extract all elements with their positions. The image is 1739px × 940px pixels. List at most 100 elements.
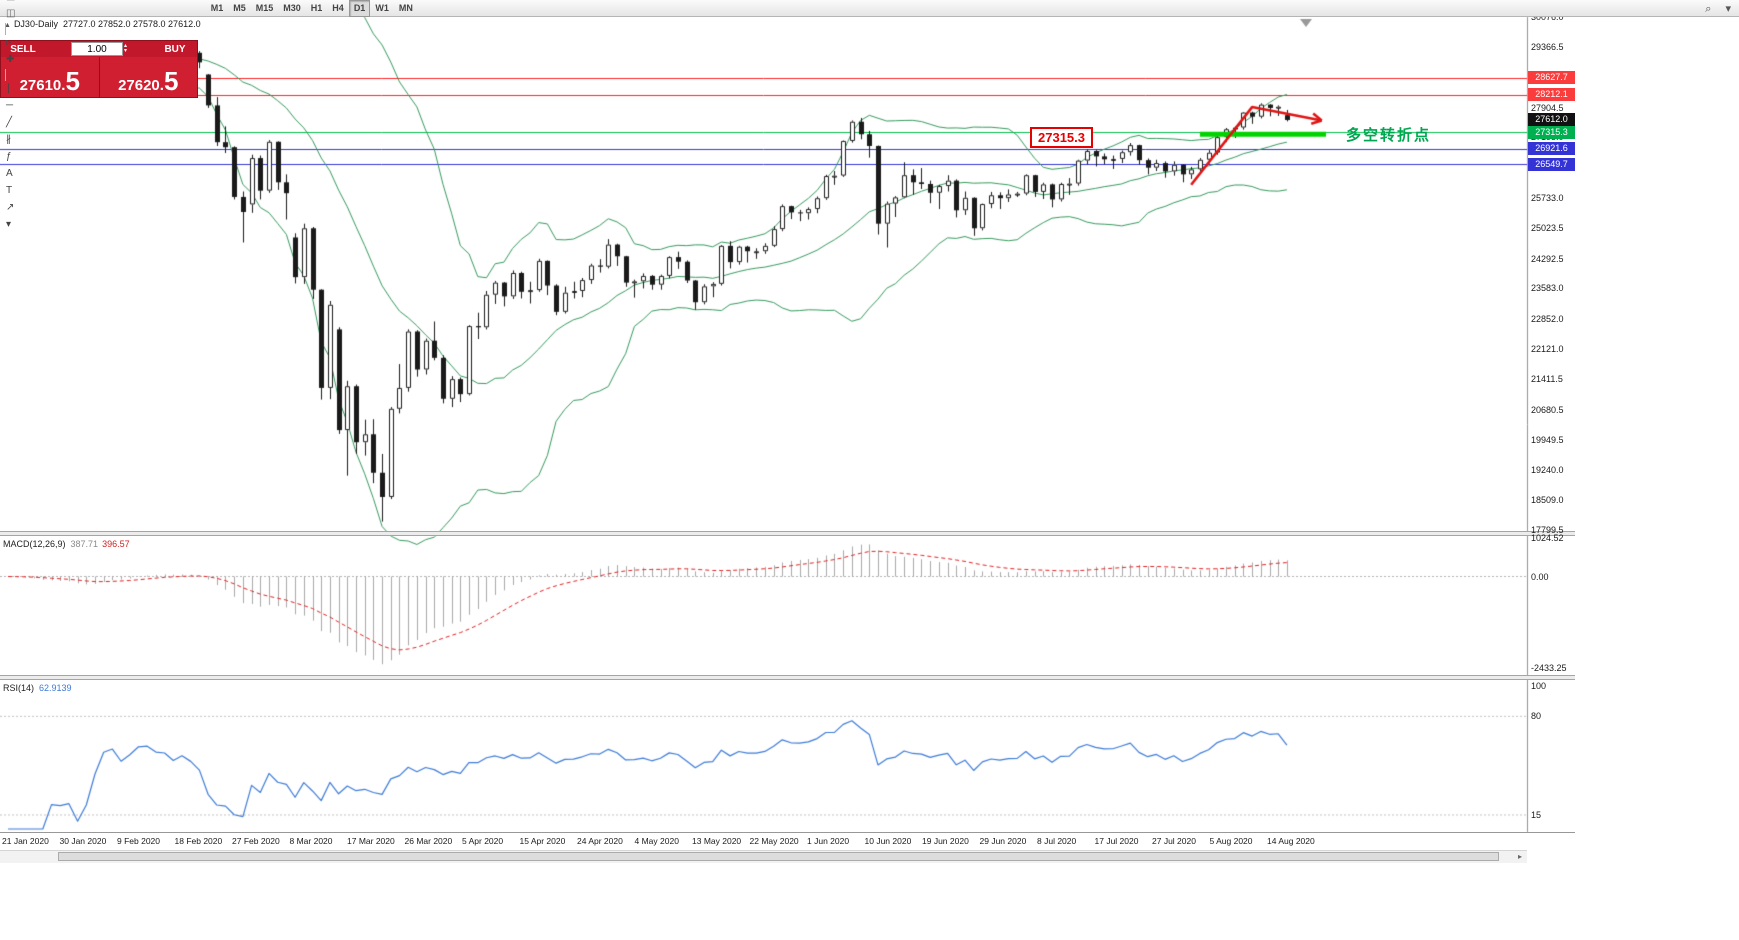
rsi-tick: 15 xyxy=(1531,809,1542,820)
macd-signal-value: 396.57 xyxy=(102,539,130,549)
macd-label: MACD(12,26,9) 387.71 396.57 xyxy=(3,539,130,549)
search-button[interactable]: ⌕ xyxy=(1701,1,1715,18)
rsi-tick: 100 xyxy=(1531,681,1547,691)
trade-panel-price-row: 27610. 5 27620. 5 xyxy=(1,57,197,97)
fibonacci-button[interactable]: ƒ xyxy=(2,149,56,166)
pane-splitter-rsi[interactable] xyxy=(0,675,1575,680)
channel-button[interactable]: ∦ xyxy=(2,132,56,149)
text-button[interactable]: A xyxy=(2,166,56,183)
price-tick: 25023.5 xyxy=(1531,223,1564,234)
vertical-line-icon: ∣ xyxy=(6,83,11,94)
price-tick: 27904.5 xyxy=(1531,102,1564,113)
date-label: 10 Jun 2020 xyxy=(864,836,912,846)
chevron-down-icon: ▾ xyxy=(1725,3,1731,15)
scrollbar-thumb[interactable] xyxy=(58,852,1499,861)
price-axis[interactable]: 30076.029366.527904.527195.025733.025023… xyxy=(1528,0,1598,850)
trendline-icon: ╱ xyxy=(6,117,13,128)
rsi-label: RSI(14) 62.9139 xyxy=(3,683,72,693)
tile-windows-button[interactable]: ◫ xyxy=(2,6,56,23)
date-label: 27 Jul 2020 xyxy=(1152,836,1196,846)
date-label: 8 Jul 2020 xyxy=(1037,836,1077,846)
time-axis[interactable]: 21 Jan 2020 30 Jan 2020 9 Feb 2020 18 Feb 2… xyxy=(0,832,1575,850)
arrows-button[interactable]: ↗ xyxy=(2,200,56,217)
shapes-dropdown-button[interactable]: ▾ xyxy=(2,217,56,234)
rsi-tick: 80 xyxy=(1531,711,1542,722)
date-label: 27 Feb 2020 xyxy=(232,836,280,846)
channel-icon: ∦ xyxy=(6,134,11,145)
price-tick: 22121.0 xyxy=(1531,344,1564,355)
scrollbar-right-arrow-icon[interactable]: ▸ xyxy=(1517,852,1522,861)
crosshair-icon: ✚ xyxy=(6,54,15,65)
toolbar-separator xyxy=(5,68,6,81)
buy-label[interactable]: BUY xyxy=(164,43,186,55)
timeframe-m5-button[interactable]: M5 xyxy=(233,2,246,13)
macd-name: MACD(12,26,9) xyxy=(3,539,66,549)
timeframe-h4-button[interactable]: H4 xyxy=(332,2,344,13)
label-button[interactable]: T xyxy=(2,183,56,200)
date-label: 4 May 2020 xyxy=(634,836,679,846)
chevron-down-icon: ▾ xyxy=(6,219,12,230)
timeframe-d1-button[interactable]: D1 xyxy=(348,0,371,17)
date-label: 17 Mar 2020 xyxy=(347,836,395,846)
spinner-up-icon[interactable]: ▴ xyxy=(123,43,127,49)
one-click-trading-panel: SELL ▴ ▾ BUY 27610.5 27620.5 xyxy=(0,40,198,98)
timeframe-h1-button[interactable]: H1 xyxy=(310,2,323,13)
price-tick: 17799.5 xyxy=(1531,525,1564,535)
price-tag: 28212.1 xyxy=(1528,88,1575,102)
vertical-line-button[interactable]: ∣ xyxy=(2,81,56,98)
timeframe-mn-button[interactable]: MN xyxy=(398,2,413,13)
tile-windows-icon: ◫ xyxy=(6,8,16,19)
buy-price-pips: 5 xyxy=(163,65,179,96)
timeframe-m30-button[interactable]: M30 xyxy=(283,2,301,13)
timeframe-m1-button[interactable]: M1 xyxy=(210,2,224,13)
trade-panel-top-row: SELL ▴ ▾ BUY xyxy=(1,41,197,57)
timeframe-w1-button[interactable]: W1 xyxy=(375,2,389,13)
text-icon: A xyxy=(6,168,13,179)
horizontal-line-button[interactable]: ─ xyxy=(2,98,56,115)
date-label: 9 Feb 2020 xyxy=(117,836,161,846)
price-tick: 22852.0 xyxy=(1531,313,1564,324)
date-label: 5 Apr 2020 xyxy=(462,836,504,846)
toolbar-right-buttons: ⌕ ▾ xyxy=(1701,1,1735,18)
price-tick: 25733.0 xyxy=(1531,193,1564,204)
date-label: 15 Apr 2020 xyxy=(519,836,566,846)
timeframe-m15-button[interactable]: M15 xyxy=(255,2,274,13)
sell-label[interactable]: SELL xyxy=(10,43,36,55)
date-label: 29 Jun 2020 xyxy=(979,836,1027,846)
price-tick: 18509.0 xyxy=(1531,495,1564,506)
date-label: 5 Aug 2020 xyxy=(1209,836,1253,846)
pane-splitter-macd[interactable] xyxy=(0,531,1575,536)
cursor-button[interactable]: ▹ xyxy=(2,35,56,52)
price-tag: 26549.7 xyxy=(1528,157,1575,171)
date-label: 26 Mar 2020 xyxy=(404,836,453,846)
price-tick: 21411.5 xyxy=(1531,374,1563,385)
date-label: 18 Feb 2020 xyxy=(174,836,223,846)
volume-control: ▴ ▾ xyxy=(45,42,153,56)
date-label: 17 Jul 2020 xyxy=(1094,836,1139,846)
date-label: 30 Jan 2020 xyxy=(59,836,107,846)
price-tick: 19949.5 xyxy=(1531,435,1564,446)
date-label: 1 Jun 2020 xyxy=(807,836,850,846)
turning-point-note: 多空转折点 xyxy=(1346,127,1432,144)
symbol-title: DJ30-Daily xyxy=(13,19,58,29)
price-tick: 29366.5 xyxy=(1531,41,1564,52)
macd-tick: 1024.52 xyxy=(1531,533,1564,543)
crosshair-button[interactable]: ✚ xyxy=(2,52,56,69)
grid-button[interactable]: ▦ xyxy=(2,0,56,6)
volume-input[interactable] xyxy=(70,42,123,56)
cursor-icon: ▹ xyxy=(6,37,12,48)
sell-price: 27610. xyxy=(19,77,66,94)
spinner-down-icon[interactable]: ▾ xyxy=(123,48,127,54)
horizontal-scrollbar[interactable]: ▸ xyxy=(0,850,1527,863)
price-tag: 27315.3 xyxy=(1528,125,1575,139)
buy-button[interactable]: 27620. 5 xyxy=(99,57,197,97)
price-tick: 23583.0 xyxy=(1531,283,1564,294)
price-callout-label: 27315.3 xyxy=(1030,127,1093,148)
sell-button[interactable]: 27610. 5 xyxy=(1,57,99,97)
toolbar-options-button[interactable]: ▾ xyxy=(1721,1,1735,18)
collapse-panel-icon[interactable]: ▲ xyxy=(4,22,11,29)
date-label: 19 Jun 2020 xyxy=(922,836,969,846)
trendline-button[interactable]: ╱ xyxy=(2,115,56,132)
